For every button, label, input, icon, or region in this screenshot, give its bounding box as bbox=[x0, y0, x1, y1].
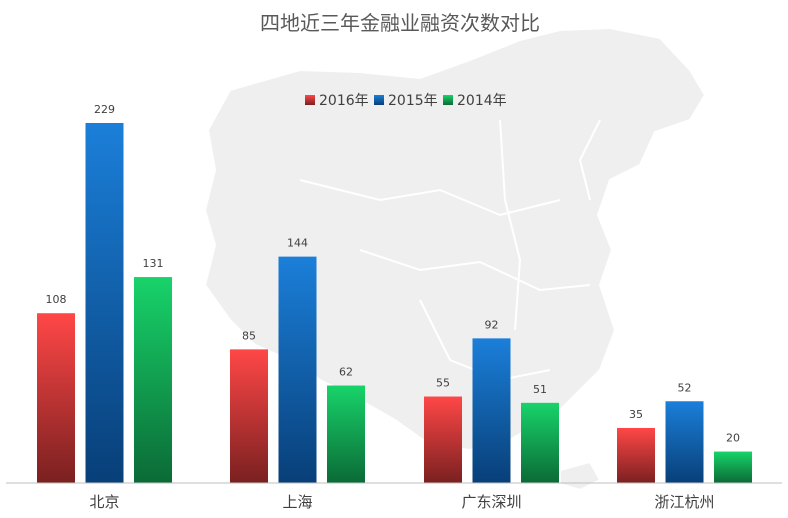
bar-2-2 bbox=[521, 402, 559, 483]
bar-1-1 bbox=[278, 256, 317, 483]
data-label-1-1: 144 bbox=[287, 237, 308, 250]
category-label-3: 浙江杭州 bbox=[654, 493, 714, 511]
data-label-2-0: 55 bbox=[436, 377, 450, 390]
data-label-3-0: 35 bbox=[629, 408, 643, 421]
data-label-3-1: 52 bbox=[678, 381, 692, 394]
legend: 2016年 2015年 2014年 bbox=[305, 93, 507, 109]
bar-3-1 bbox=[665, 401, 704, 483]
bar-2-1 bbox=[472, 338, 511, 483]
category-label-1: 上海 bbox=[282, 493, 312, 511]
data-label-1-2: 62 bbox=[339, 366, 353, 379]
legend-swatch-2 bbox=[443, 95, 453, 105]
bar-0-1 bbox=[85, 123, 124, 483]
legend-label-1: 2015年 bbox=[388, 93, 438, 109]
legend-swatch-1 bbox=[374, 95, 384, 105]
bar-0-2 bbox=[134, 277, 172, 483]
data-label-2-2: 51 bbox=[533, 383, 547, 396]
data-label-3-2: 20 bbox=[726, 432, 740, 445]
data-labels: 108 229 131 85 144 62 55 92 51 35 52 20 bbox=[46, 103, 741, 445]
category-label-2: 广东深圳 bbox=[461, 493, 521, 511]
legend-label-2: 2014年 bbox=[457, 93, 507, 109]
bar-1-0 bbox=[230, 349, 268, 483]
bar-3-0 bbox=[617, 427, 655, 483]
chart-title: 四地近三年金融业融资次数对比 bbox=[260, 11, 540, 35]
category-labels: 北京 上海 广东深圳 浙江杭州 bbox=[89, 493, 714, 511]
bar-3-2 bbox=[714, 451, 752, 483]
bar-0-0 bbox=[37, 313, 75, 483]
legend-label-0: 2016年 bbox=[319, 93, 369, 109]
bars bbox=[37, 123, 752, 483]
data-label-0-0: 108 bbox=[46, 293, 67, 306]
category-label-0: 北京 bbox=[89, 493, 119, 511]
data-label-0-2: 131 bbox=[143, 257, 164, 270]
data-label-1-0: 85 bbox=[242, 329, 256, 342]
bar-2-0 bbox=[424, 396, 462, 483]
data-label-2-1: 92 bbox=[485, 318, 499, 331]
legend-swatch-0 bbox=[305, 95, 315, 105]
data-label-0-1: 229 bbox=[94, 103, 115, 116]
bar-1-2 bbox=[327, 385, 365, 483]
